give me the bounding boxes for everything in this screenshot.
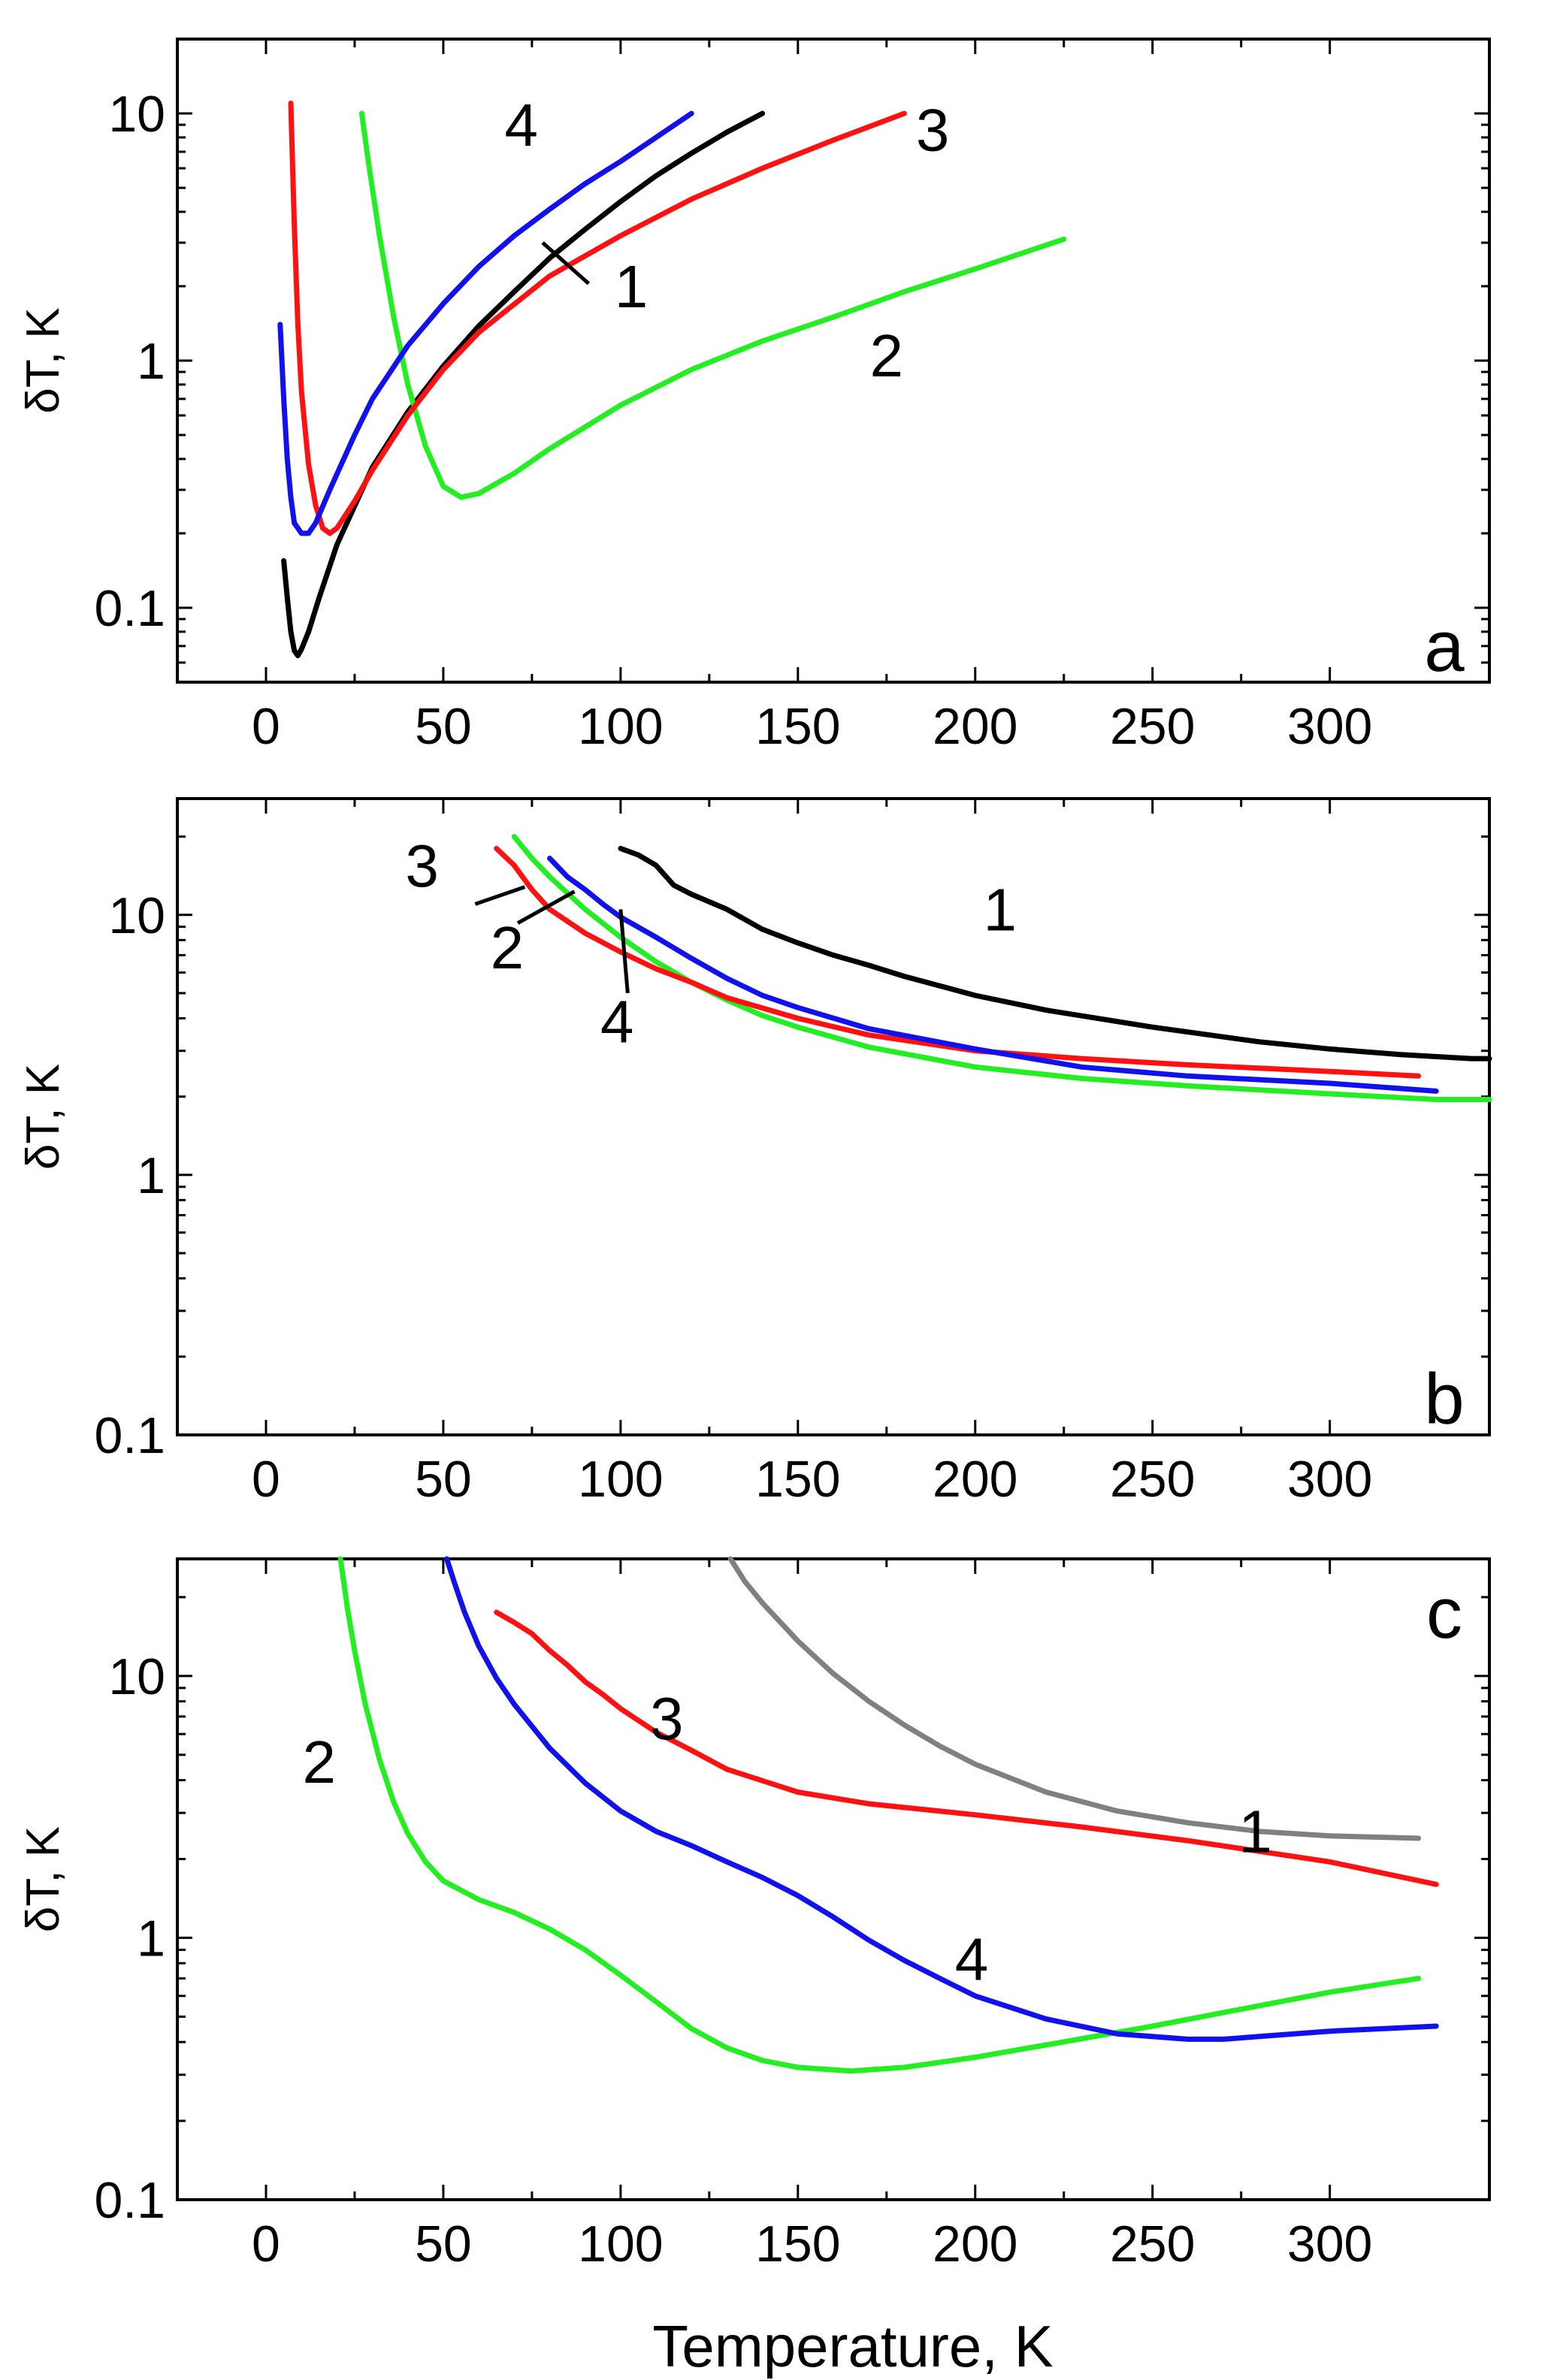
- panel-letter: b: [1424, 1359, 1464, 1439]
- x-tick-label: 100: [578, 698, 663, 755]
- x-tick-label: 100: [578, 1451, 663, 1508]
- y-tick-label: 10: [108, 887, 165, 944]
- x-tick-label: 150: [755, 1451, 840, 1508]
- y-tick-label: 1: [137, 1910, 165, 1967]
- series-line-4: [444, 1556, 1439, 2042]
- plot-frame: [176, 1557, 1491, 2201]
- x-tick-label: 200: [933, 1451, 1017, 1508]
- curve-label-2: 2: [303, 1729, 337, 1796]
- label-leader-2: [516, 889, 576, 925]
- y-axis-label: δT, K: [17, 1064, 69, 1170]
- series-line-4: [547, 856, 1439, 1094]
- plot-frame: [176, 797, 1491, 1436]
- panel-letter: c: [1426, 1573, 1462, 1654]
- series-line-2: [358, 110, 1067, 500]
- curve-label-3: 3: [650, 1685, 684, 1752]
- y-tick-label: 1: [137, 333, 165, 390]
- curve-label-1: 1: [984, 876, 1017, 943]
- x-tick-label: 150: [755, 698, 840, 755]
- series-line-1: [281, 110, 766, 659]
- curve-label-4: 4: [600, 988, 634, 1055]
- label-leader-3: [474, 885, 526, 906]
- series-line-1: [618, 845, 1492, 1062]
- x-tick-label: 0: [252, 2215, 280, 2273]
- x-tick-label: 200: [933, 698, 1017, 755]
- x-tick-label: 0: [252, 1451, 280, 1508]
- series-line-3: [494, 845, 1422, 1079]
- y-tick-label: 0.1: [94, 580, 165, 637]
- panel-a: 0 50 100 150 200 250 300 0.1 1 10 δT, K 4 1 3 2 a: [17, 38, 1491, 755]
- plot-frame: [176, 38, 1491, 684]
- curve-label-1: 1: [615, 253, 649, 320]
- x-tick-label: 0: [252, 698, 280, 755]
- y-tick-label: 1: [137, 1147, 165, 1204]
- series-line-2: [337, 1556, 1422, 2074]
- x-tick-label: 250: [1110, 1451, 1195, 1508]
- series-line-3: [494, 1609, 1439, 1887]
- x-tick-label: 200: [933, 2215, 1017, 2273]
- x-tick-label: 250: [1110, 698, 1195, 755]
- x-tick-label: 50: [415, 698, 472, 755]
- curve-label-3: 3: [916, 97, 950, 164]
- x-tick-label: 250: [1110, 2215, 1195, 2273]
- panel-c: 0 50 100 150 200 250 300 0.1 1 10 δT, K 1 2 3 4 c: [17, 1556, 1491, 2273]
- x-axis-label: Temperature, K: [652, 2313, 1053, 2379]
- x-tick-label: 50: [415, 2215, 472, 2273]
- x-tick-label: 300: [1287, 2215, 1372, 2273]
- y-axis-label: δT, K: [17, 307, 69, 413]
- curve-label-2: 2: [870, 322, 904, 389]
- series-line-3: [288, 100, 907, 536]
- panel-letter: a: [1424, 606, 1465, 687]
- panel-b: 0 50 100 150 200 250 300 0.1 1 10 δT, K 1 32 4 b: [17, 797, 1492, 1508]
- curve-label-2: 2: [491, 914, 525, 981]
- curve-label-1: 1: [1238, 1799, 1272, 1865]
- y-tick-label: 0.1: [94, 1407, 165, 1464]
- curve-label-4: 4: [504, 92, 538, 159]
- y-tick-label: 10: [108, 86, 165, 143]
- label-leader-4: [618, 909, 630, 994]
- label-leader-1: [541, 241, 591, 285]
- curve-label-4: 4: [955, 1926, 989, 1993]
- x-tick-label: 100: [578, 2215, 663, 2273]
- curve-label-3: 3: [405, 832, 439, 899]
- series-line-1: [727, 1556, 1422, 1841]
- x-tick-label: 300: [1287, 698, 1372, 755]
- x-tick-label: 50: [415, 1451, 472, 1508]
- series-line-2: [511, 834, 1492, 1102]
- x-tick-label: 300: [1287, 1451, 1372, 1508]
- series-line-4: [277, 110, 694, 536]
- y-tick-label: 0.1: [94, 2172, 165, 2229]
- x-tick-label: 150: [755, 2215, 840, 2273]
- y-axis-label: δT, K: [17, 1826, 69, 1932]
- y-tick-label: 10: [108, 1648, 165, 1705]
